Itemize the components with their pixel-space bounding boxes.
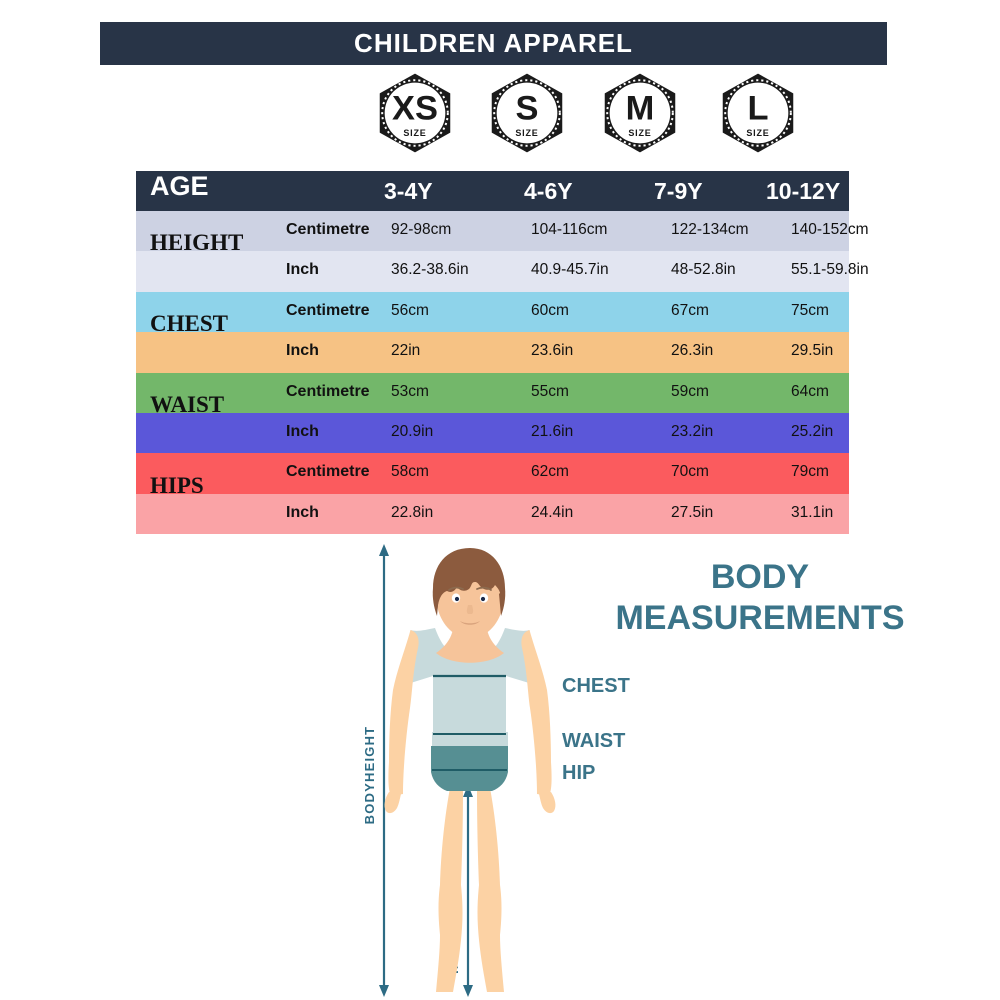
svg-text:S: S <box>516 90 539 128</box>
svg-text:BODYHEIGHT: BODYHEIGHT <box>362 726 377 825</box>
svg-text:SIZE: SIZE <box>515 128 538 138</box>
svg-text:L: L <box>747 90 768 128</box>
svg-text:XS: XS <box>392 90 438 128</box>
svg-text:SIZE: SIZE <box>628 128 651 138</box>
svg-text:M: M <box>626 90 655 128</box>
svg-text:SIZE: SIZE <box>746 128 769 138</box>
svg-text:SIZE: SIZE <box>403 128 426 138</box>
